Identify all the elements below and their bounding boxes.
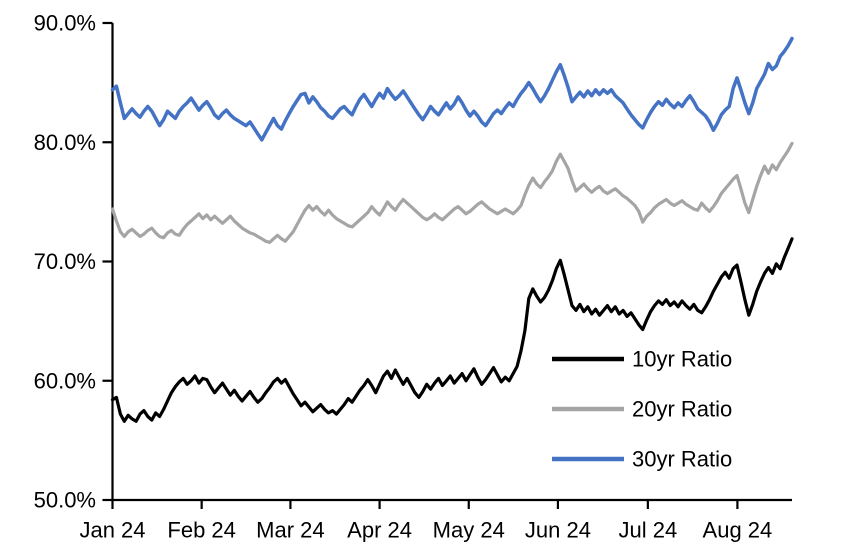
series-line-20yr-ratio [110, 141, 794, 244]
legend-label: 10yr Ratio [632, 347, 732, 372]
x-tick-label: Mar 24 [256, 518, 324, 543]
x-tick-label: Jun 24 [525, 518, 591, 543]
legend-item-20yr-ratio: 20yr Ratio [552, 397, 732, 422]
y-tick-label: 50.0% [34, 488, 96, 513]
legend-label: 20yr Ratio [632, 397, 732, 422]
x-tick-label: Jan 24 [79, 518, 145, 543]
y-tick-label: 90.0% [34, 11, 96, 36]
y-tick-label: 70.0% [34, 249, 96, 274]
x-tick-label: May 24 [433, 518, 505, 543]
y-tick-label: 80.0% [34, 130, 96, 155]
legend-item-30yr-ratio: 30yr Ratio [552, 447, 732, 472]
y-tick-label: 60.0% [34, 368, 96, 393]
legend-item-10yr-ratio: 10yr Ratio [552, 347, 732, 372]
x-tick-label: Apr 24 [347, 518, 412, 543]
x-tick-label: Jul 24 [618, 518, 677, 543]
series-line-10yr-ratio [110, 237, 794, 423]
series-line-30yr-ratio [110, 36, 794, 142]
x-tick-label: Aug 24 [703, 518, 773, 543]
x-tick-label: Feb 24 [167, 518, 236, 543]
legend-label: 30yr Ratio [632, 447, 732, 472]
